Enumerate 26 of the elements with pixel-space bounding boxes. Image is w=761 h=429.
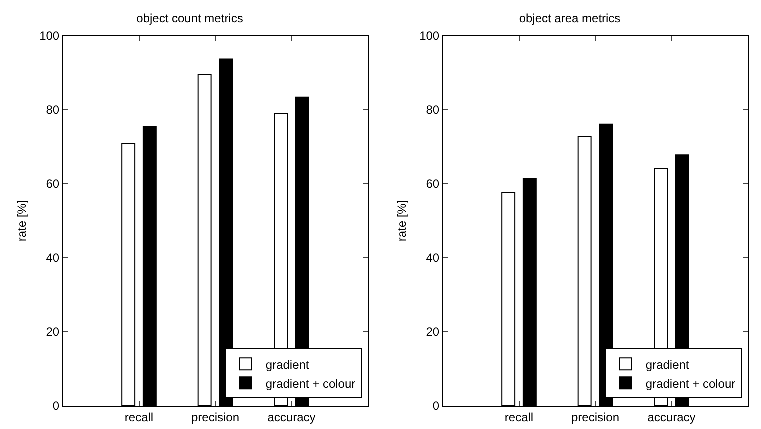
y-axis-title: rate [%] (394, 200, 409, 242)
x-tick-label: recall (504, 410, 534, 424)
y-tick-label: 40 (46, 251, 60, 266)
y-tick-label: 80 (46, 103, 60, 118)
y-tick-label: 100 (40, 29, 60, 44)
x-tick-label: recall (124, 410, 154, 424)
y-tick-label: 60 (426, 177, 440, 192)
y-tick-label: 40 (426, 251, 440, 266)
y-tick-label: 60 (46, 177, 60, 192)
y-tick-label: 80 (426, 103, 440, 118)
legend-label: gradient + colour (646, 376, 736, 391)
x-tick-label: precision (571, 410, 620, 424)
x-tick-label: accuracy (268, 410, 316, 424)
y-axis-title: rate [%] (14, 200, 29, 242)
x-tick-label: accuracy (648, 410, 696, 424)
legend-label: gradient (266, 358, 310, 372)
y-tick-label: 20 (426, 325, 440, 340)
y-tick-label: 0 (52, 399, 60, 414)
legend-label: gradient (646, 358, 690, 372)
legend-label: gradient + colour (266, 376, 356, 391)
chart-title: object count metrics (136, 11, 244, 26)
y-tick-label: 20 (46, 325, 60, 340)
y-tick-label: 100 (420, 29, 440, 44)
y-tick-label: 0 (432, 399, 440, 414)
x-tick-label: precision (191, 410, 240, 424)
chart-title: object area metrics (519, 11, 621, 26)
